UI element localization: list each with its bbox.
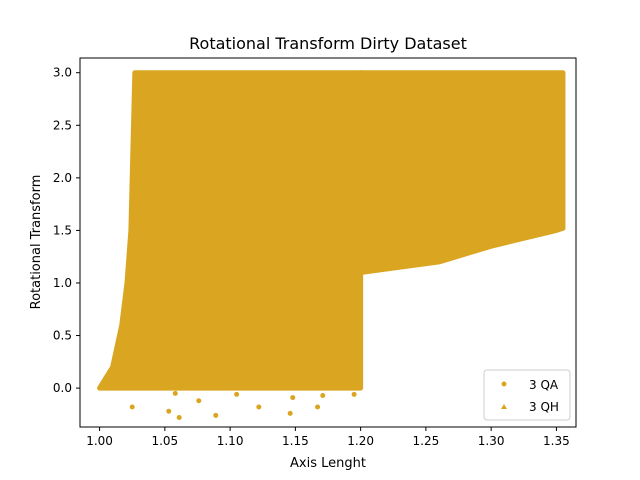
x-axis-label: Axis Lenght [290, 456, 366, 471]
legend: 3 QA 3 QH [483, 369, 571, 421]
legend-marker-3-qh [501, 404, 507, 409]
data-point-3-qa [351, 391, 357, 397]
data-point-3-qa [290, 395, 296, 401]
data-point-3-qa [320, 392, 326, 398]
y-axis-label: Rotational Transform [29, 175, 44, 310]
legend-marker-3-qa [501, 381, 507, 387]
legend-label-3-qh: 3 QH [529, 400, 559, 414]
x-tick-label: 1.15 [282, 434, 309, 448]
x-tick-label: 1.35 [543, 434, 570, 448]
y-tick-label: 1.5 [53, 223, 72, 237]
plot-frame [79, 57, 577, 428]
data-point-3-qa [256, 404, 262, 410]
y-tick-label: 3.0 [53, 66, 72, 80]
y-tick-label: 0.5 [53, 329, 72, 343]
data-point-3-qa [172, 390, 178, 396]
y-tick-label: 2.5 [53, 118, 72, 132]
data-point-3-qa [196, 398, 202, 404]
data-point-3-qa [176, 415, 182, 421]
data-point-3-qa [166, 408, 172, 414]
data-point-3-qa [287, 410, 293, 416]
x-tick-label: 1.25 [413, 434, 440, 448]
y-tick-label: 1.0 [53, 276, 72, 290]
data-point-3-qa [315, 404, 321, 410]
series-3-qh-points [358, 70, 566, 275]
x-tick-label: 1.30 [478, 434, 505, 448]
x-tick-label: 1.20 [347, 434, 374, 448]
legend-label-3-qa: 3 QA [529, 378, 559, 392]
x-tick-label: 1.00 [86, 434, 113, 448]
chart-title: Rotational Transform Dirty Dataset [189, 34, 467, 53]
x-axis-ticks: 1.00 1.05 1.10 1.15 1.20 1.25 1.30 1.35 [86, 427, 570, 448]
x-tick-label: 1.05 [151, 434, 178, 448]
x-tick-label: 1.10 [217, 434, 244, 448]
y-tick-label: 2.0 [53, 171, 72, 185]
y-axis-ticks: 0.0 0.5 1.0 1.5 2.0 2.5 3.0 [53, 66, 80, 395]
plot-area [79, 57, 577, 428]
y-tick-label: 0.0 [53, 381, 72, 395]
data-point-3-qa [234, 391, 240, 397]
series-3-qa-points [97, 70, 364, 391]
data-point-3-qa [129, 404, 135, 410]
data-point-3-qa [213, 412, 219, 418]
